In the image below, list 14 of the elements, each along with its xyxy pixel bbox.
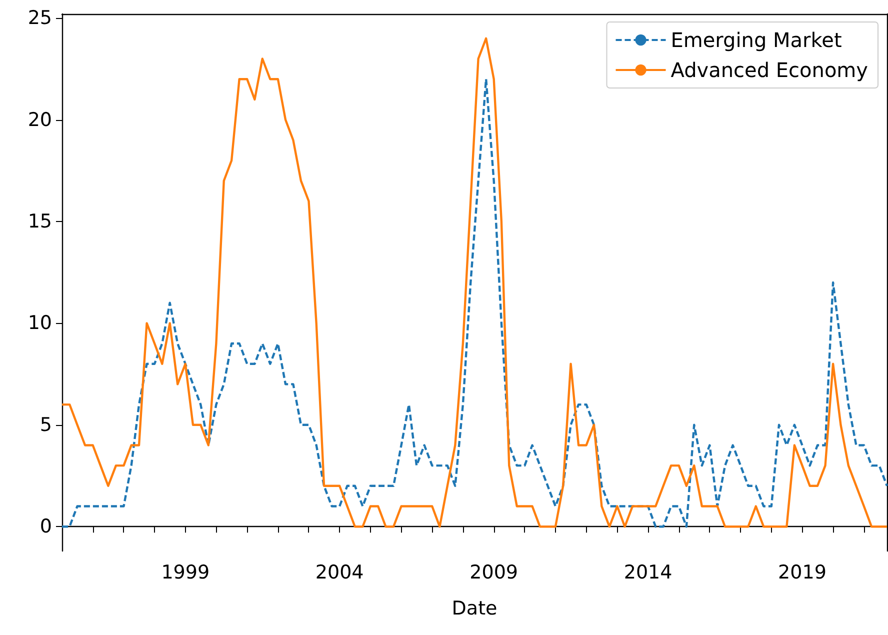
y-tick-label: 10 [28, 312, 52, 334]
y-tick-label: 25 [28, 7, 52, 30]
x-tick-label: 2004 [315, 562, 364, 584]
x-axis-title: Date [452, 598, 498, 620]
x-tick-label: 2014 [624, 562, 672, 584]
y-tick-label: 20 [28, 108, 52, 131]
y-tick-label: 15 [28, 210, 52, 232]
y-tick-label: 0 [40, 516, 52, 538]
x-tick-label: 1999 [161, 562, 210, 584]
legend-label: Emerging Market [670, 28, 842, 52]
x-tick-label: 2019 [778, 562, 826, 584]
x-tick-label: 2009 [470, 562, 518, 584]
y-tick-label: 5 [40, 414, 52, 436]
legend-label: Advanced Economy [670, 58, 868, 82]
